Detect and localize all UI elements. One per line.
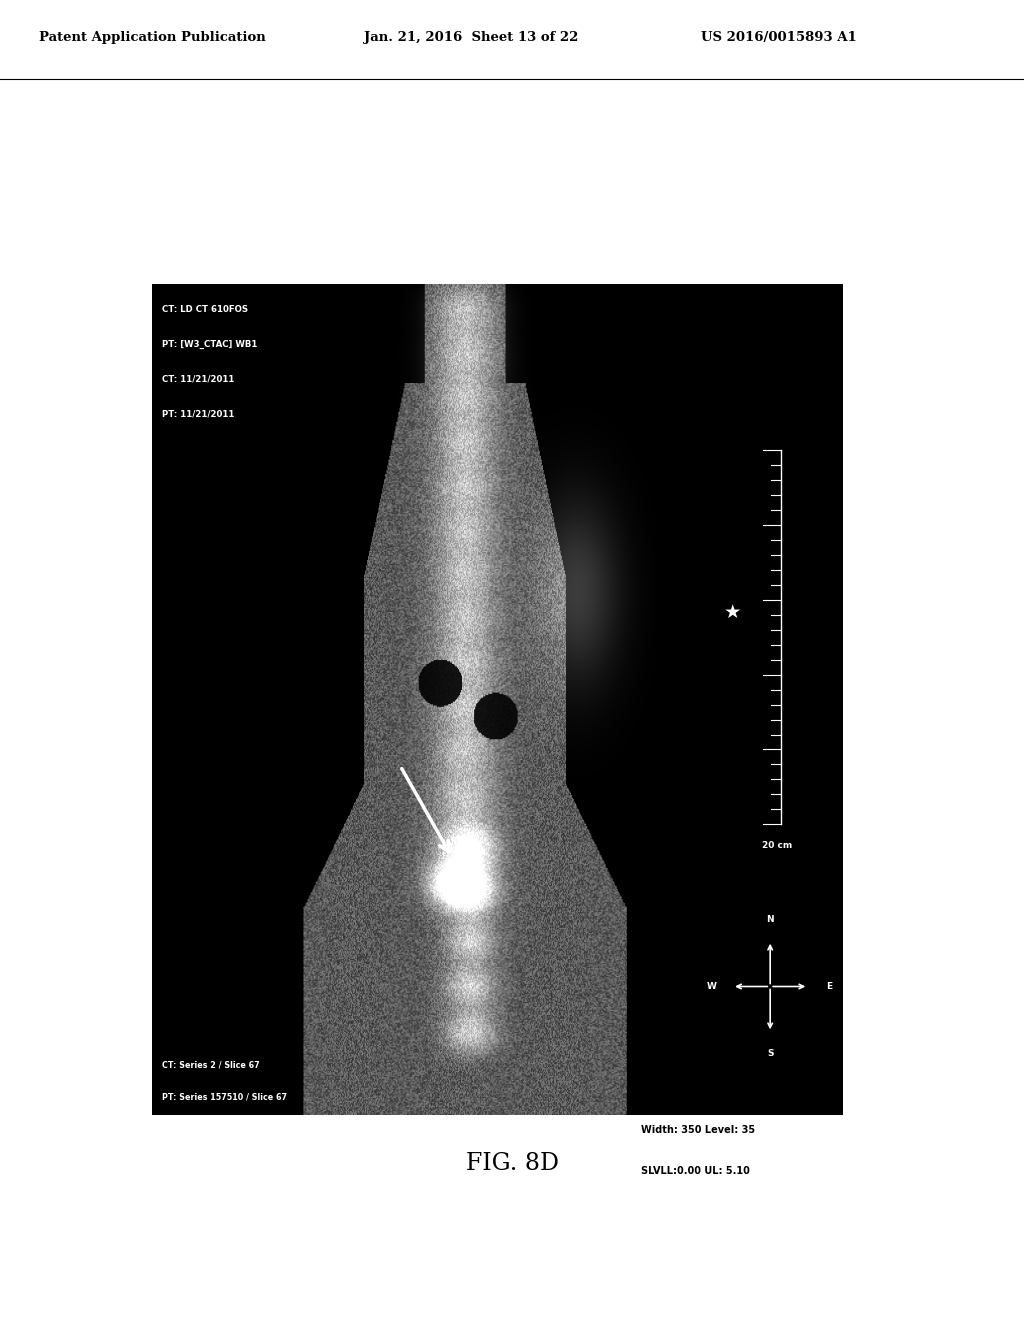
Text: Width: 350 Level: 35: Width: 350 Level: 35 <box>641 1125 756 1135</box>
Text: CT: Series 2 / Slice 67: CT: Series 2 / Slice 67 <box>162 1061 259 1069</box>
Text: S: S <box>767 1048 773 1057</box>
Text: US 2016/0015893 A1: US 2016/0015893 A1 <box>701 30 857 44</box>
Text: Patent Application Publication: Patent Application Publication <box>39 30 265 44</box>
Text: FIG. 8D: FIG. 8D <box>466 1151 558 1175</box>
Text: Jan. 21, 2016  Sheet 13 of 22: Jan. 21, 2016 Sheet 13 of 22 <box>364 30 578 44</box>
Text: PT: [W3_CTAC] WB1: PT: [W3_CTAC] WB1 <box>162 339 257 348</box>
Text: W: W <box>707 982 717 991</box>
Text: CT: 11/21/2011: CT: 11/21/2011 <box>162 375 234 383</box>
Text: E: E <box>826 982 831 991</box>
Text: CT: LD CT 610FOS: CT: LD CT 610FOS <box>162 305 248 314</box>
Text: 20 cm: 20 cm <box>762 841 793 850</box>
Text: PT: 11/21/2011: PT: 11/21/2011 <box>162 409 234 418</box>
Text: ★: ★ <box>723 603 741 622</box>
Text: PT: Series 157510 / Slice 67: PT: Series 157510 / Slice 67 <box>162 1092 287 1101</box>
Text: SLVLL:0.00 UL: 5.10: SLVLL:0.00 UL: 5.10 <box>641 1166 750 1176</box>
Text: N: N <box>766 916 774 924</box>
